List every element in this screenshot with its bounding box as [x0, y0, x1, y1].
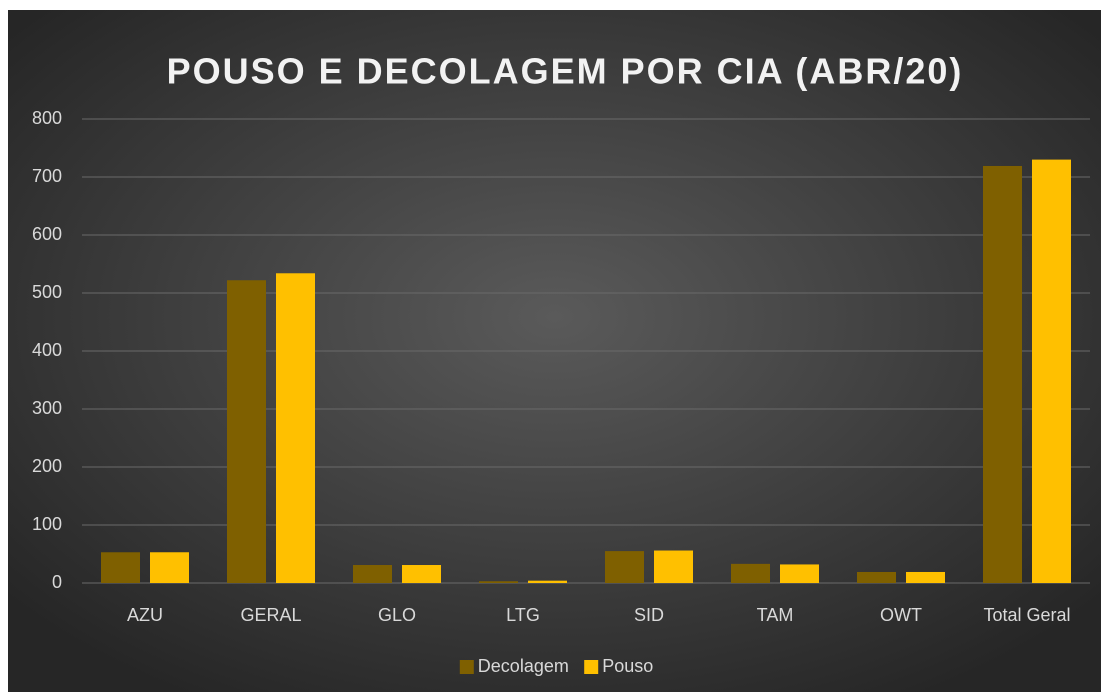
bar: [227, 280, 266, 583]
bar: [150, 552, 189, 583]
x-tick-label: OWT: [880, 605, 922, 625]
legend-swatch: [459, 660, 474, 674]
bar: [780, 564, 819, 583]
x-tick-label: TAM: [757, 605, 794, 625]
x-tick-label: AZU: [127, 605, 163, 625]
bar: [1032, 159, 1071, 583]
bar: [857, 571, 896, 583]
y-tick-label: 500: [32, 282, 62, 302]
bar: [731, 563, 770, 583]
legend-swatch: [584, 660, 599, 674]
y-tick-label: 800: [32, 108, 62, 128]
bar: [605, 551, 644, 583]
bar: [528, 580, 567, 583]
y-tick-label: 0: [52, 572, 62, 592]
x-tick-label: SID: [634, 605, 664, 625]
chart-title: POUSO E DECOLAGEM POR CIA (ABR/20): [167, 51, 964, 92]
legend-label: Decolagem: [478, 656, 569, 676]
bar: [479, 581, 518, 583]
y-tick-label: 700: [32, 166, 62, 186]
x-tick-label: GERAL: [240, 605, 301, 625]
bar: [906, 571, 945, 583]
bar: [276, 273, 315, 583]
bar: [101, 552, 140, 583]
y-tick-label: 100: [32, 514, 62, 534]
bar: [654, 550, 693, 583]
bar: [402, 565, 441, 583]
y-tick-label: 300: [32, 398, 62, 418]
bar: [983, 165, 1022, 584]
x-tick-label: LTG: [506, 605, 540, 625]
y-tick-label: 400: [32, 340, 62, 360]
bar: [353, 565, 392, 583]
x-tick-label: GLO: [378, 605, 416, 625]
y-tick-label: 600: [32, 224, 62, 244]
y-tick-label: 200: [32, 456, 62, 476]
legend-label: Pouso: [602, 656, 653, 676]
x-tick-label: Total Geral: [983, 605, 1070, 625]
